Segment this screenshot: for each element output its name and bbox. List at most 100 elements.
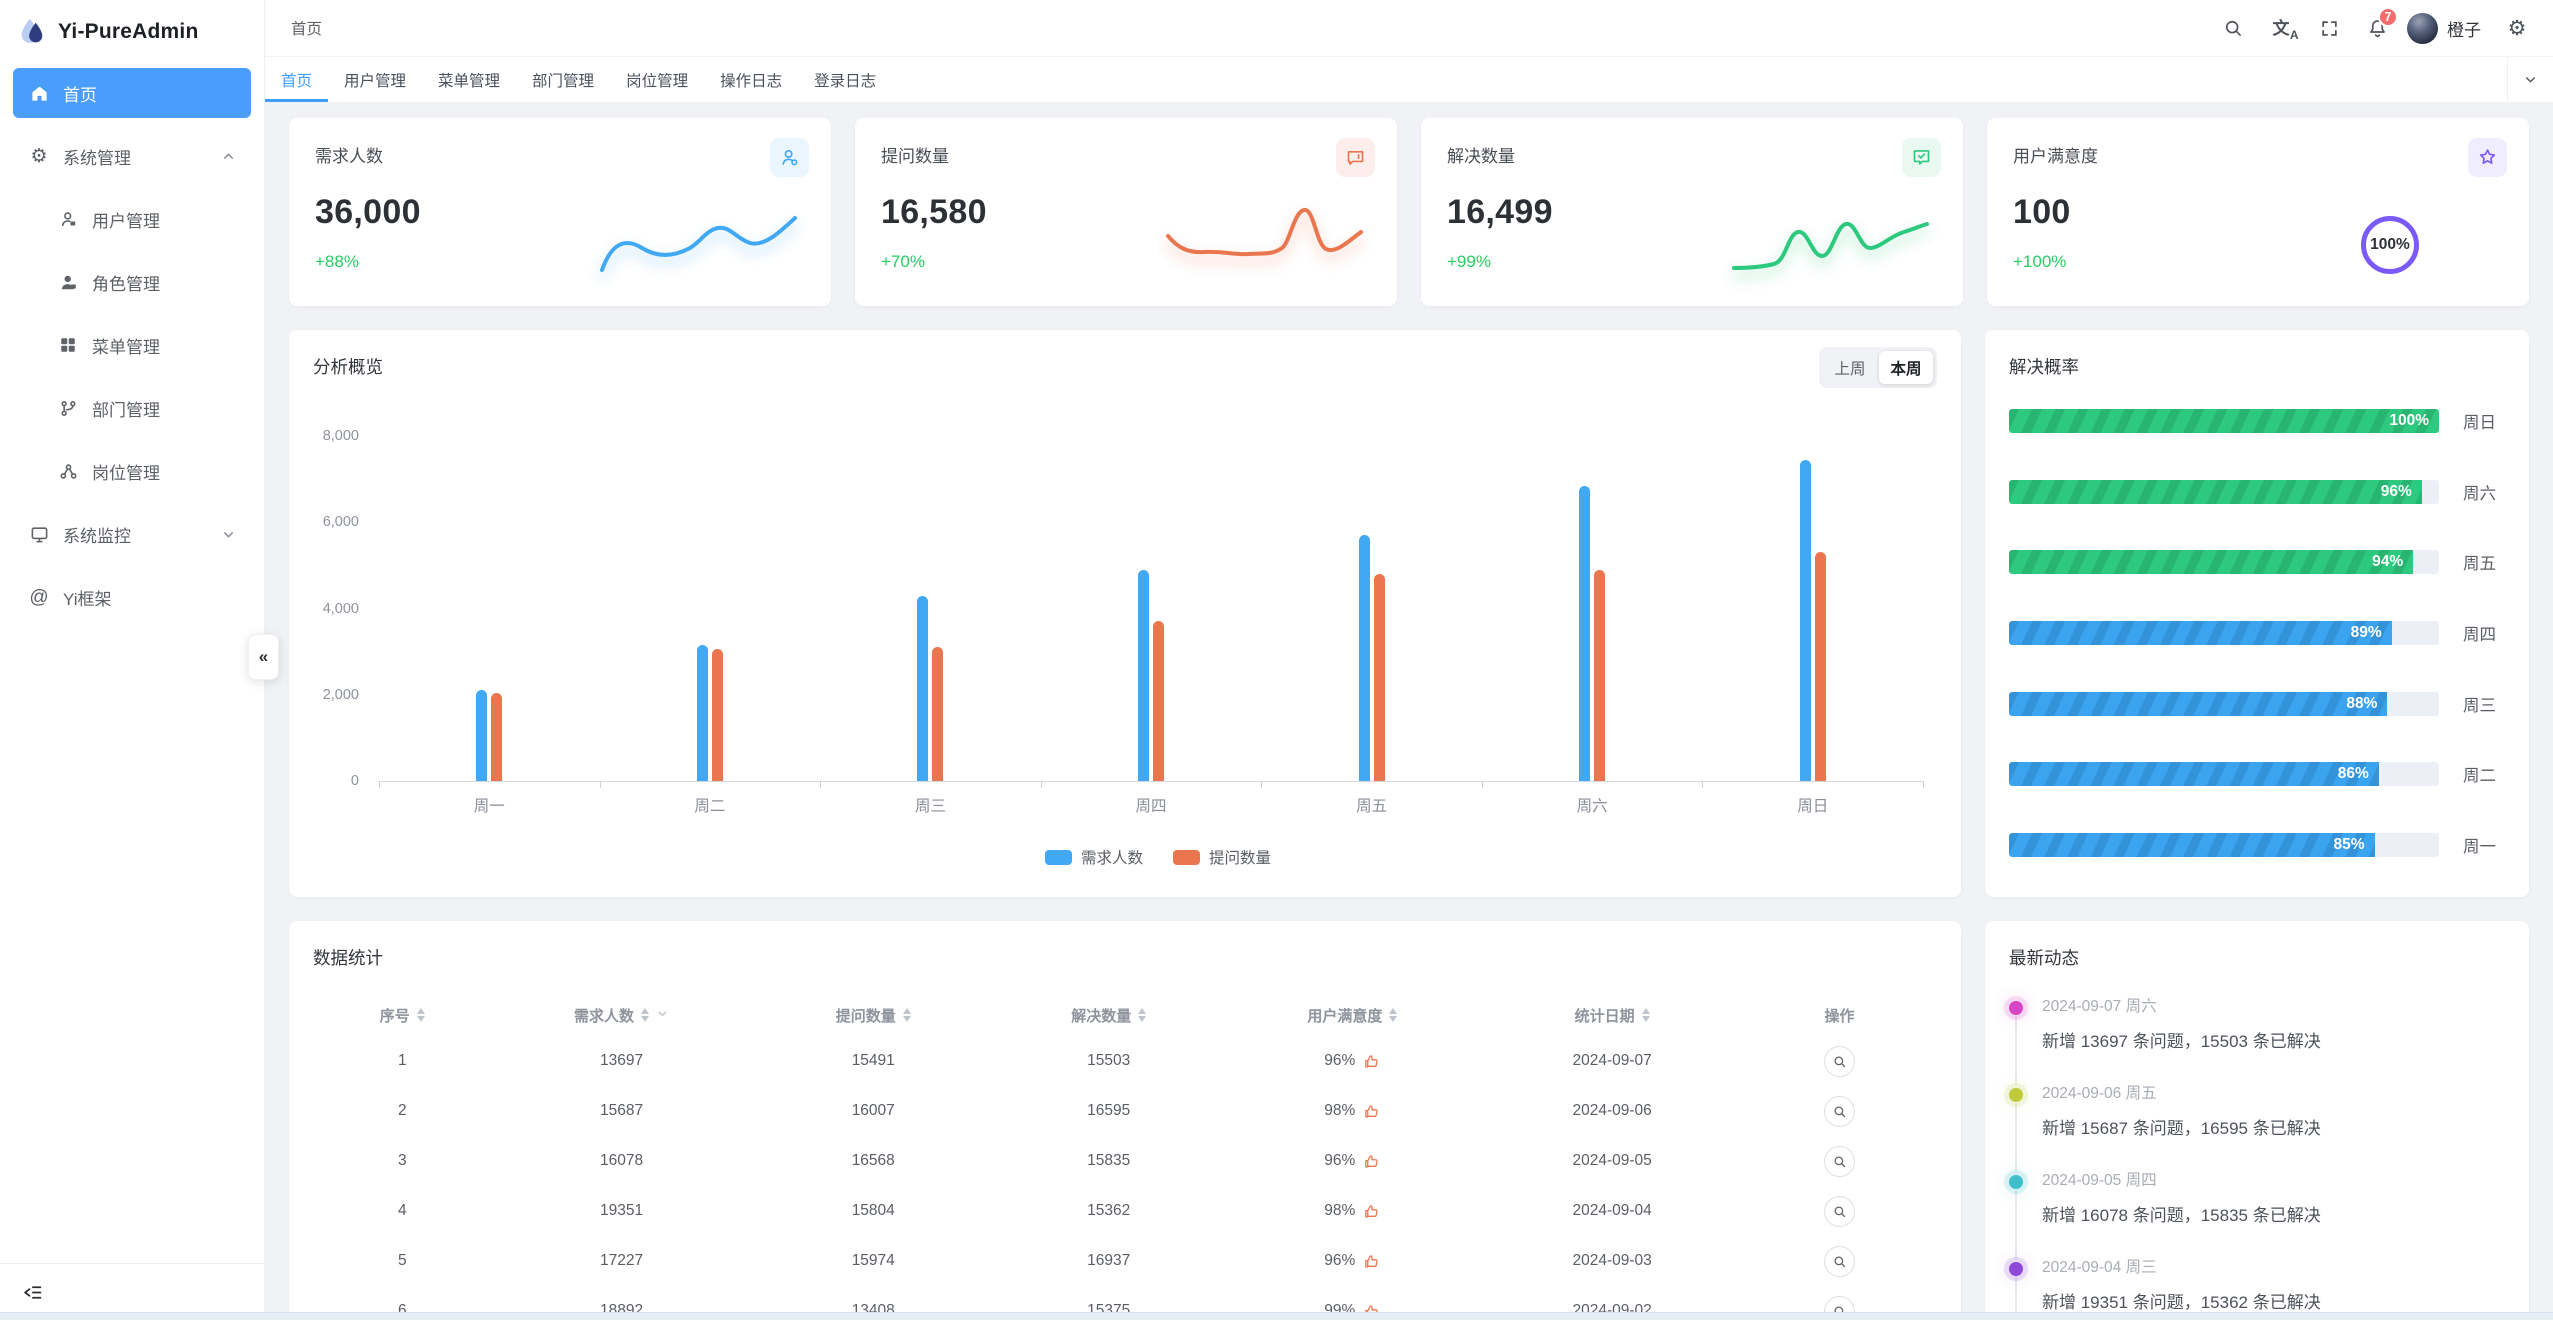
sidebar-item-home[interactable]: 首页 xyxy=(13,68,251,118)
sidebar-item-department-management[interactable]: 部门管理 xyxy=(13,383,251,433)
timeline-list: 2024-09-07 周六 新增 13697 条问题，15503 条已解决 2024… xyxy=(2009,994,2505,1320)
stat-title: 用户满意度 xyxy=(2013,147,2098,166)
row-detail-button[interactable] xyxy=(1824,1245,1855,1277)
satisfaction-value: 96% xyxy=(1324,1152,1380,1170)
tab-6[interactable]: 操作日志 xyxy=(720,72,783,90)
sidebar-item-label: 首页 xyxy=(63,85,97,105)
sort-carets-icon xyxy=(416,1008,425,1022)
column-header-5[interactable]: 用户满意度 xyxy=(1222,994,1482,1036)
sidebar-item-role-management[interactable]: 角色管理 xyxy=(13,257,251,307)
progress-track: 88% xyxy=(2009,691,2439,716)
stat-card-questions: 提问数量 16,580 +70% xyxy=(855,118,1397,306)
column-header-1[interactable]: 序号 xyxy=(313,994,492,1036)
cell-question: 15804 xyxy=(851,1202,895,1219)
progress-day-label: 周五 xyxy=(2463,555,2496,574)
main-content: 需求人数 36,000 +88% 提问数量 16,580 +70% xyxy=(265,102,2553,1320)
settings-button[interactable]: ⚙ xyxy=(2495,6,2539,50)
bar-提问数量 xyxy=(932,647,944,781)
column-header-label: 序号 xyxy=(379,1007,410,1025)
column-header-4[interactable]: 解决数量 xyxy=(995,994,1222,1036)
tab-3[interactable]: 菜单管理 xyxy=(438,72,501,90)
at-icon: @ xyxy=(29,586,49,608)
column-header-6[interactable]: 统计日期 xyxy=(1482,994,1742,1036)
cell-demand: 19351 xyxy=(599,1202,644,1219)
legend-swatch xyxy=(1044,849,1072,865)
bar-提问数量 xyxy=(1814,552,1826,781)
tab-menu-button[interactable] xyxy=(2507,57,2553,102)
sidebar-item-post-management[interactable]: 岗位管理 xyxy=(13,446,251,496)
legend-item-需求人数[interactable]: 需求人数 xyxy=(1044,846,1143,868)
search-icon xyxy=(2225,20,2241,36)
progress-percent-label: 89% xyxy=(2350,623,2382,641)
gear-icon: ⚙ xyxy=(30,145,48,167)
bar-提问数量 xyxy=(491,693,503,781)
timeline-text: 新增 19351 条问题，15362 条已解决 xyxy=(2042,1293,2321,1312)
bar-需求人数 xyxy=(696,645,708,781)
chevron-up-icon xyxy=(221,149,236,164)
cell-satisfaction: 96% xyxy=(1222,1136,1482,1186)
tab-7[interactable]: 登录日志 xyxy=(814,72,877,90)
sort-carets-icon xyxy=(641,1008,650,1022)
sidebar-item-label: 系统监控 xyxy=(63,526,131,546)
tab-1[interactable]: 首页 xyxy=(265,57,329,102)
row-detail-button[interactable] xyxy=(1824,1145,1855,1177)
sort-carets-icon xyxy=(902,1008,911,1022)
stat-value: 16,580 xyxy=(881,193,987,231)
stat-card-demand: 需求人数 36,000 +88% xyxy=(289,118,831,306)
double-chevron-left-icon: « xyxy=(258,647,269,666)
search-button[interactable] xyxy=(2211,6,2255,50)
analysis-overview-card: 分析概览 上周 本周 8,000 6,000 4,000 2,000 0 周一 周二 周三周… xyxy=(289,330,1961,897)
row-detail-button[interactable] xyxy=(1824,1045,1855,1077)
sort-asc-icon xyxy=(1138,1008,1147,1014)
stat-delta: +88% xyxy=(315,252,359,271)
sidebar-item-menu-management[interactable]: 菜单管理 xyxy=(13,320,251,370)
table-row: 1 13697 15491 15503 96% 2024-09-07 xyxy=(313,1036,1937,1086)
breadcrumb[interactable]: 首页 xyxy=(291,21,323,38)
thumbs-up-icon xyxy=(1363,1203,1380,1220)
nodes-icon xyxy=(57,460,79,482)
progress-track: 85% xyxy=(2009,832,2439,857)
tab-5[interactable]: 岗位管理 xyxy=(626,72,689,90)
axis-tick xyxy=(1923,781,1924,788)
sidebar-item-system-management[interactable]: ⚙ 系统管理 xyxy=(13,131,251,181)
app-title: Yi-PureAdmin xyxy=(58,20,199,43)
menu-fold-icon[interactable] xyxy=(22,1282,43,1303)
row-detail-button[interactable] xyxy=(1824,1195,1855,1227)
stat-delta: +100% xyxy=(2013,252,2067,271)
horizontal-scrollbar[interactable] xyxy=(0,1312,2553,1320)
timeline-body: 2024-09-06 周五 新增 15687 条问题，16595 条已解决 xyxy=(2042,1081,2505,1139)
sidebar-item-user-management[interactable]: 用户管理 xyxy=(13,194,251,244)
cell-demand: 17227 xyxy=(599,1252,644,1269)
toggle-last-week[interactable]: 上周 xyxy=(1834,360,1866,378)
x-axis-label: 周六 xyxy=(1576,798,1608,815)
week-toggle: 上周 本周 xyxy=(1819,347,1937,388)
progress-day-label: 周一 xyxy=(2463,837,2496,856)
toggle-this-week[interactable]: 本周 xyxy=(1879,351,1933,384)
tab-4[interactable]: 部门管理 xyxy=(532,72,595,90)
row-detail-button[interactable] xyxy=(1824,1095,1855,1127)
app-logo[interactable]: Yi-PureAdmin xyxy=(0,0,264,64)
cell-action xyxy=(1742,1036,1937,1086)
user-menu[interactable]: 橙子 xyxy=(2403,6,2491,50)
sidebar-collapse-handle[interactable]: « xyxy=(248,634,279,680)
timeline-body: 2024-09-07 周六 新增 13697 条问题，15503 条已解决 xyxy=(2042,994,2505,1052)
progress-track: 89% xyxy=(2009,620,2439,645)
progress-track: 94% xyxy=(2009,550,2439,575)
sidebar-item-system-monitor[interactable]: 系统监控 xyxy=(13,509,251,559)
column-header-3[interactable]: 提问数量 xyxy=(751,994,995,1036)
sidebar-item-yi-framework[interactable]: @ Yi框架 xyxy=(13,572,251,622)
column-header-2[interactable]: 需求人数 xyxy=(492,994,752,1036)
chat-icon xyxy=(1336,138,1375,177)
sparkline-blue xyxy=(600,216,797,272)
tab-2[interactable]: 用户管理 xyxy=(344,72,407,90)
fullscreen-button[interactable] xyxy=(2307,6,2351,50)
timeline-item-4: 2024-09-04 周三 新增 19351 条问题，15362 条已解决 xyxy=(2009,1255,2505,1320)
legend-item-提问数量[interactable]: 提问数量 xyxy=(1173,846,1271,868)
cell-no: 2 xyxy=(398,1102,407,1119)
home-icon xyxy=(28,82,50,104)
notification-button[interactable]: 7 xyxy=(2355,6,2399,50)
cell-question: 16007 xyxy=(851,1102,895,1119)
